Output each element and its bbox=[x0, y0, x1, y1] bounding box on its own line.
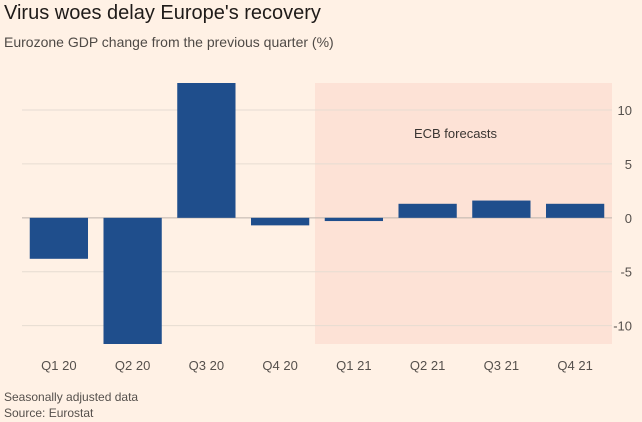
bars bbox=[29, 83, 605, 344]
bar bbox=[398, 203, 457, 218]
chart-subtitle: Eurozone GDP change from the previous qu… bbox=[4, 34, 334, 50]
bar bbox=[472, 200, 531, 218]
y-tick-label: 5 bbox=[625, 157, 632, 172]
x-axis-ticks: Q1 20 Q2 20 Q3 20 Q4 20 Q1 21 Q2 21 Q3 21 Q4 21 bbox=[41, 358, 593, 373]
x-tick-label: Q4 20 bbox=[262, 358, 297, 373]
x-tick-label: Q2 20 bbox=[115, 358, 150, 373]
chart-title: Virus woes delay Europe's recovery bbox=[4, 2, 321, 24]
x-tick-label: Q4 21 bbox=[557, 358, 592, 373]
bar bbox=[250, 217, 310, 226]
bar bbox=[29, 217, 89, 259]
bar bbox=[324, 217, 384, 222]
footnote-text: Seasonally adjusted data bbox=[4, 390, 139, 404]
bar bbox=[177, 83, 236, 218]
x-tick-label: Q1 21 bbox=[336, 358, 371, 373]
y-tick-label: -10 bbox=[613, 319, 632, 334]
bar bbox=[103, 217, 162, 344]
forecast-label: ECB forecasts bbox=[414, 126, 498, 141]
x-tick-label: Q1 20 bbox=[41, 358, 76, 373]
y-tick-label: 10 bbox=[618, 103, 632, 118]
x-tick-label: Q3 21 bbox=[484, 358, 519, 373]
x-tick-label: Q2 21 bbox=[410, 358, 445, 373]
y-tick-label: -5 bbox=[620, 265, 632, 280]
x-tick-label: Q3 20 bbox=[189, 358, 224, 373]
bar bbox=[545, 203, 605, 218]
y-tick-label: 0 bbox=[625, 211, 632, 226]
source-text: Source: Eurostat bbox=[4, 406, 94, 420]
y-axis-ticks: 10 5 0 -5 -10 bbox=[613, 103, 632, 334]
